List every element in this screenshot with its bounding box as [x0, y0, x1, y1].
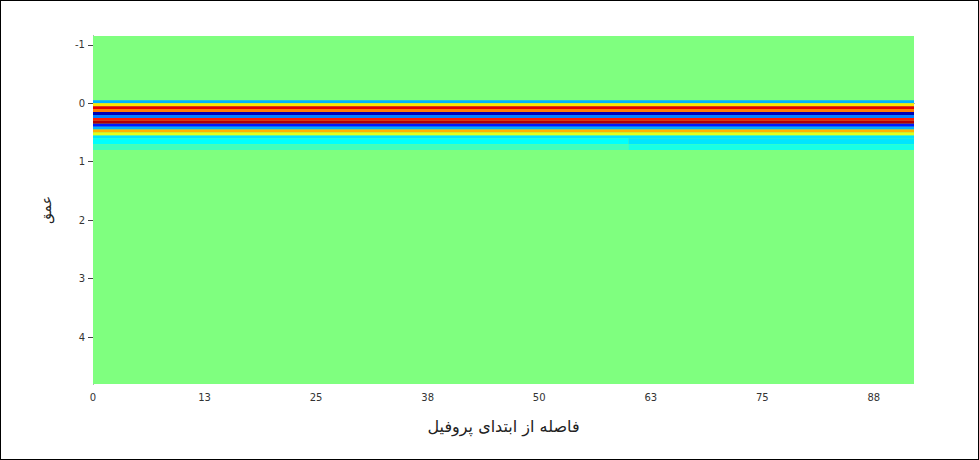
svg-text:3: 3	[79, 273, 85, 284]
svg-text:25: 25	[310, 392, 323, 403]
svg-text:4: 4	[79, 332, 85, 343]
svg-text:عمق: عمق	[38, 196, 55, 224]
svg-text:1: 1	[79, 156, 85, 167]
svg-text:75: 75	[756, 392, 769, 403]
svg-text:50: 50	[533, 392, 546, 403]
svg-text:فاصله از ابتدای پروفیل: فاصله از ابتدای پروفیل	[427, 417, 579, 437]
svg-text:13: 13	[198, 392, 211, 403]
svg-text:0: 0	[79, 98, 85, 109]
svg-text:63: 63	[644, 392, 657, 403]
svg-text:-1: -1	[75, 39, 85, 50]
svg-text:38: 38	[421, 392, 434, 403]
svg-text:2: 2	[79, 215, 85, 226]
svg-text:88: 88	[867, 392, 880, 403]
svg-text:0: 0	[90, 392, 96, 403]
